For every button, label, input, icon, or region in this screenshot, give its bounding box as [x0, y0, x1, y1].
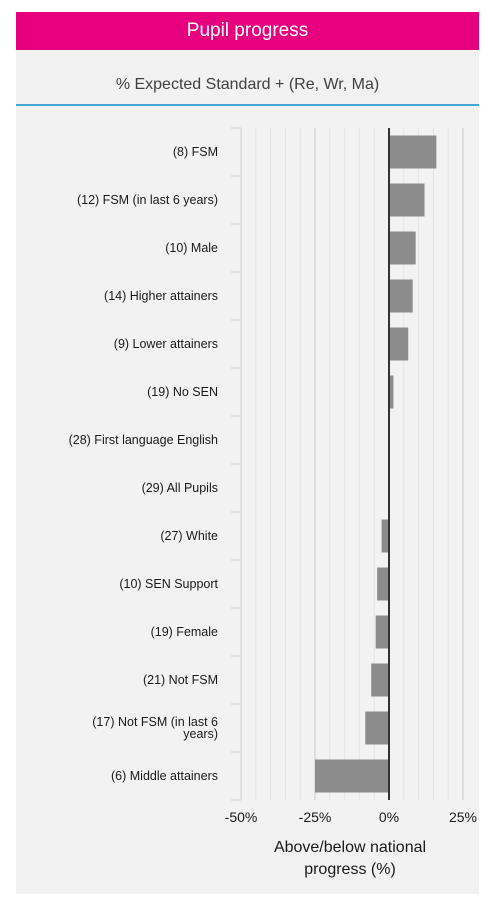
x-tick-label: 25%	[449, 809, 477, 825]
category-label: (8) FSM	[173, 145, 218, 159]
category-label: (12) FSM (in last 6 years)	[77, 193, 218, 207]
category-label: (19) Female	[151, 625, 218, 639]
bar	[315, 759, 389, 793]
bar	[389, 231, 416, 265]
bar	[375, 615, 389, 649]
category-label: (27) White	[160, 529, 218, 543]
category-label: (10) Male	[165, 241, 218, 255]
chart-title: % Expected Standard + (Re, Wr, Ma)	[115, 76, 380, 93]
bar	[389, 183, 425, 217]
category-label: (19) No SEN	[147, 385, 218, 399]
panel-header: Pupil progress	[16, 12, 479, 50]
bar	[381, 519, 389, 553]
bar	[389, 375, 394, 409]
bar	[365, 711, 389, 745]
category-label: (29) All Pupils	[142, 481, 218, 495]
bar	[371, 663, 389, 697]
category-label: (6) Middle attainers	[111, 769, 218, 783]
x-axis-title: Above/below national progress (%)	[274, 839, 426, 878]
category-label: (28) First language English	[69, 433, 218, 447]
category-label: (14) Higher attainers	[104, 289, 218, 303]
bar	[389, 327, 409, 361]
category-label: (9) Lower attainers	[114, 337, 218, 351]
x-tick-label: -50%	[225, 809, 258, 825]
category-label: (10) SEN Support	[119, 577, 218, 591]
category-label: (17) Not FSM (in last 6 years)	[92, 715, 218, 741]
x-tick-label: 0%	[379, 809, 399, 825]
category-label: (21) Not FSM	[143, 673, 218, 687]
bar	[377, 567, 389, 601]
bar	[389, 135, 437, 169]
x-tick-label: -25%	[299, 809, 332, 825]
title-divider	[16, 104, 479, 106]
bar	[389, 279, 413, 313]
panel-title: Pupil progress	[186, 20, 309, 41]
